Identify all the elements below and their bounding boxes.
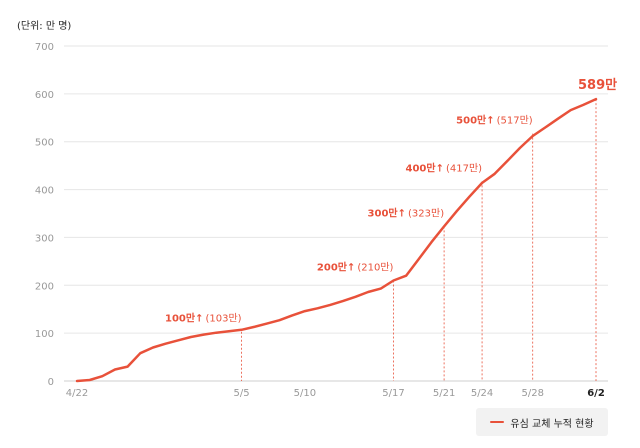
y-tick-label-200: 200: [35, 281, 54, 292]
milestone-label-417: 400만↑ (417만): [406, 161, 483, 174]
milestone-threshold: 100만↑: [165, 312, 203, 325]
milestone-label-210: 200만↑ (210만): [317, 261, 394, 274]
x-tick-label-6-2: 6/2: [587, 388, 605, 399]
x-tick-label-5-17: 5/17: [382, 388, 404, 399]
milestone-threshold: 300만↑: [368, 206, 406, 219]
milestone-label-323: 300만↑ (323만): [368, 206, 445, 219]
legend-label: 유심 교체 누적 현황: [510, 418, 594, 430]
end-value-label: 589만: [578, 77, 617, 93]
y-tick-label-600: 600: [35, 90, 54, 101]
series-line: [75, 97, 598, 383]
legend-line-swatch: [490, 420, 505, 424]
y-tick-label-500: 500: [35, 138, 54, 149]
x-tick-label-5-24: 5/24: [471, 388, 493, 399]
x-tick-label-4-22: 4/22: [66, 388, 88, 399]
milestone-threshold: 400만↑: [406, 161, 444, 174]
legend: 유심 교체 누적 현황: [476, 408, 608, 436]
x-tick-label-5-10: 5/10: [294, 388, 316, 399]
milestone-label-103: 100만↑ (103만): [165, 312, 242, 325]
y-tick-label-0: 0: [48, 377, 54, 388]
milestone-label-517: 500만↑ (517만): [456, 114, 533, 127]
x-tick-label-5-28: 5/28: [521, 388, 543, 399]
milestone-value: (417만): [446, 162, 482, 174]
milestone-value: (517만): [497, 115, 533, 127]
y-tick-label-700: 700: [35, 42, 54, 53]
x-tick-label-5-5: 5/5: [234, 388, 250, 399]
milestone-value: (103만): [205, 313, 241, 325]
y-tick-label-100: 100: [35, 329, 54, 340]
milestone-value: (210만): [357, 262, 393, 274]
unit-label: (단위: 만 명): [17, 21, 72, 32]
milestone-threshold: 200만↑: [317, 261, 355, 274]
milestone-value: (323만): [408, 207, 444, 219]
milestone-threshold: 500만↑: [456, 114, 494, 127]
y-tick-label-400: 400: [35, 186, 54, 197]
y-tick-label-300: 300: [35, 233, 54, 244]
x-tick-label-5-21: 5/21: [433, 388, 455, 399]
